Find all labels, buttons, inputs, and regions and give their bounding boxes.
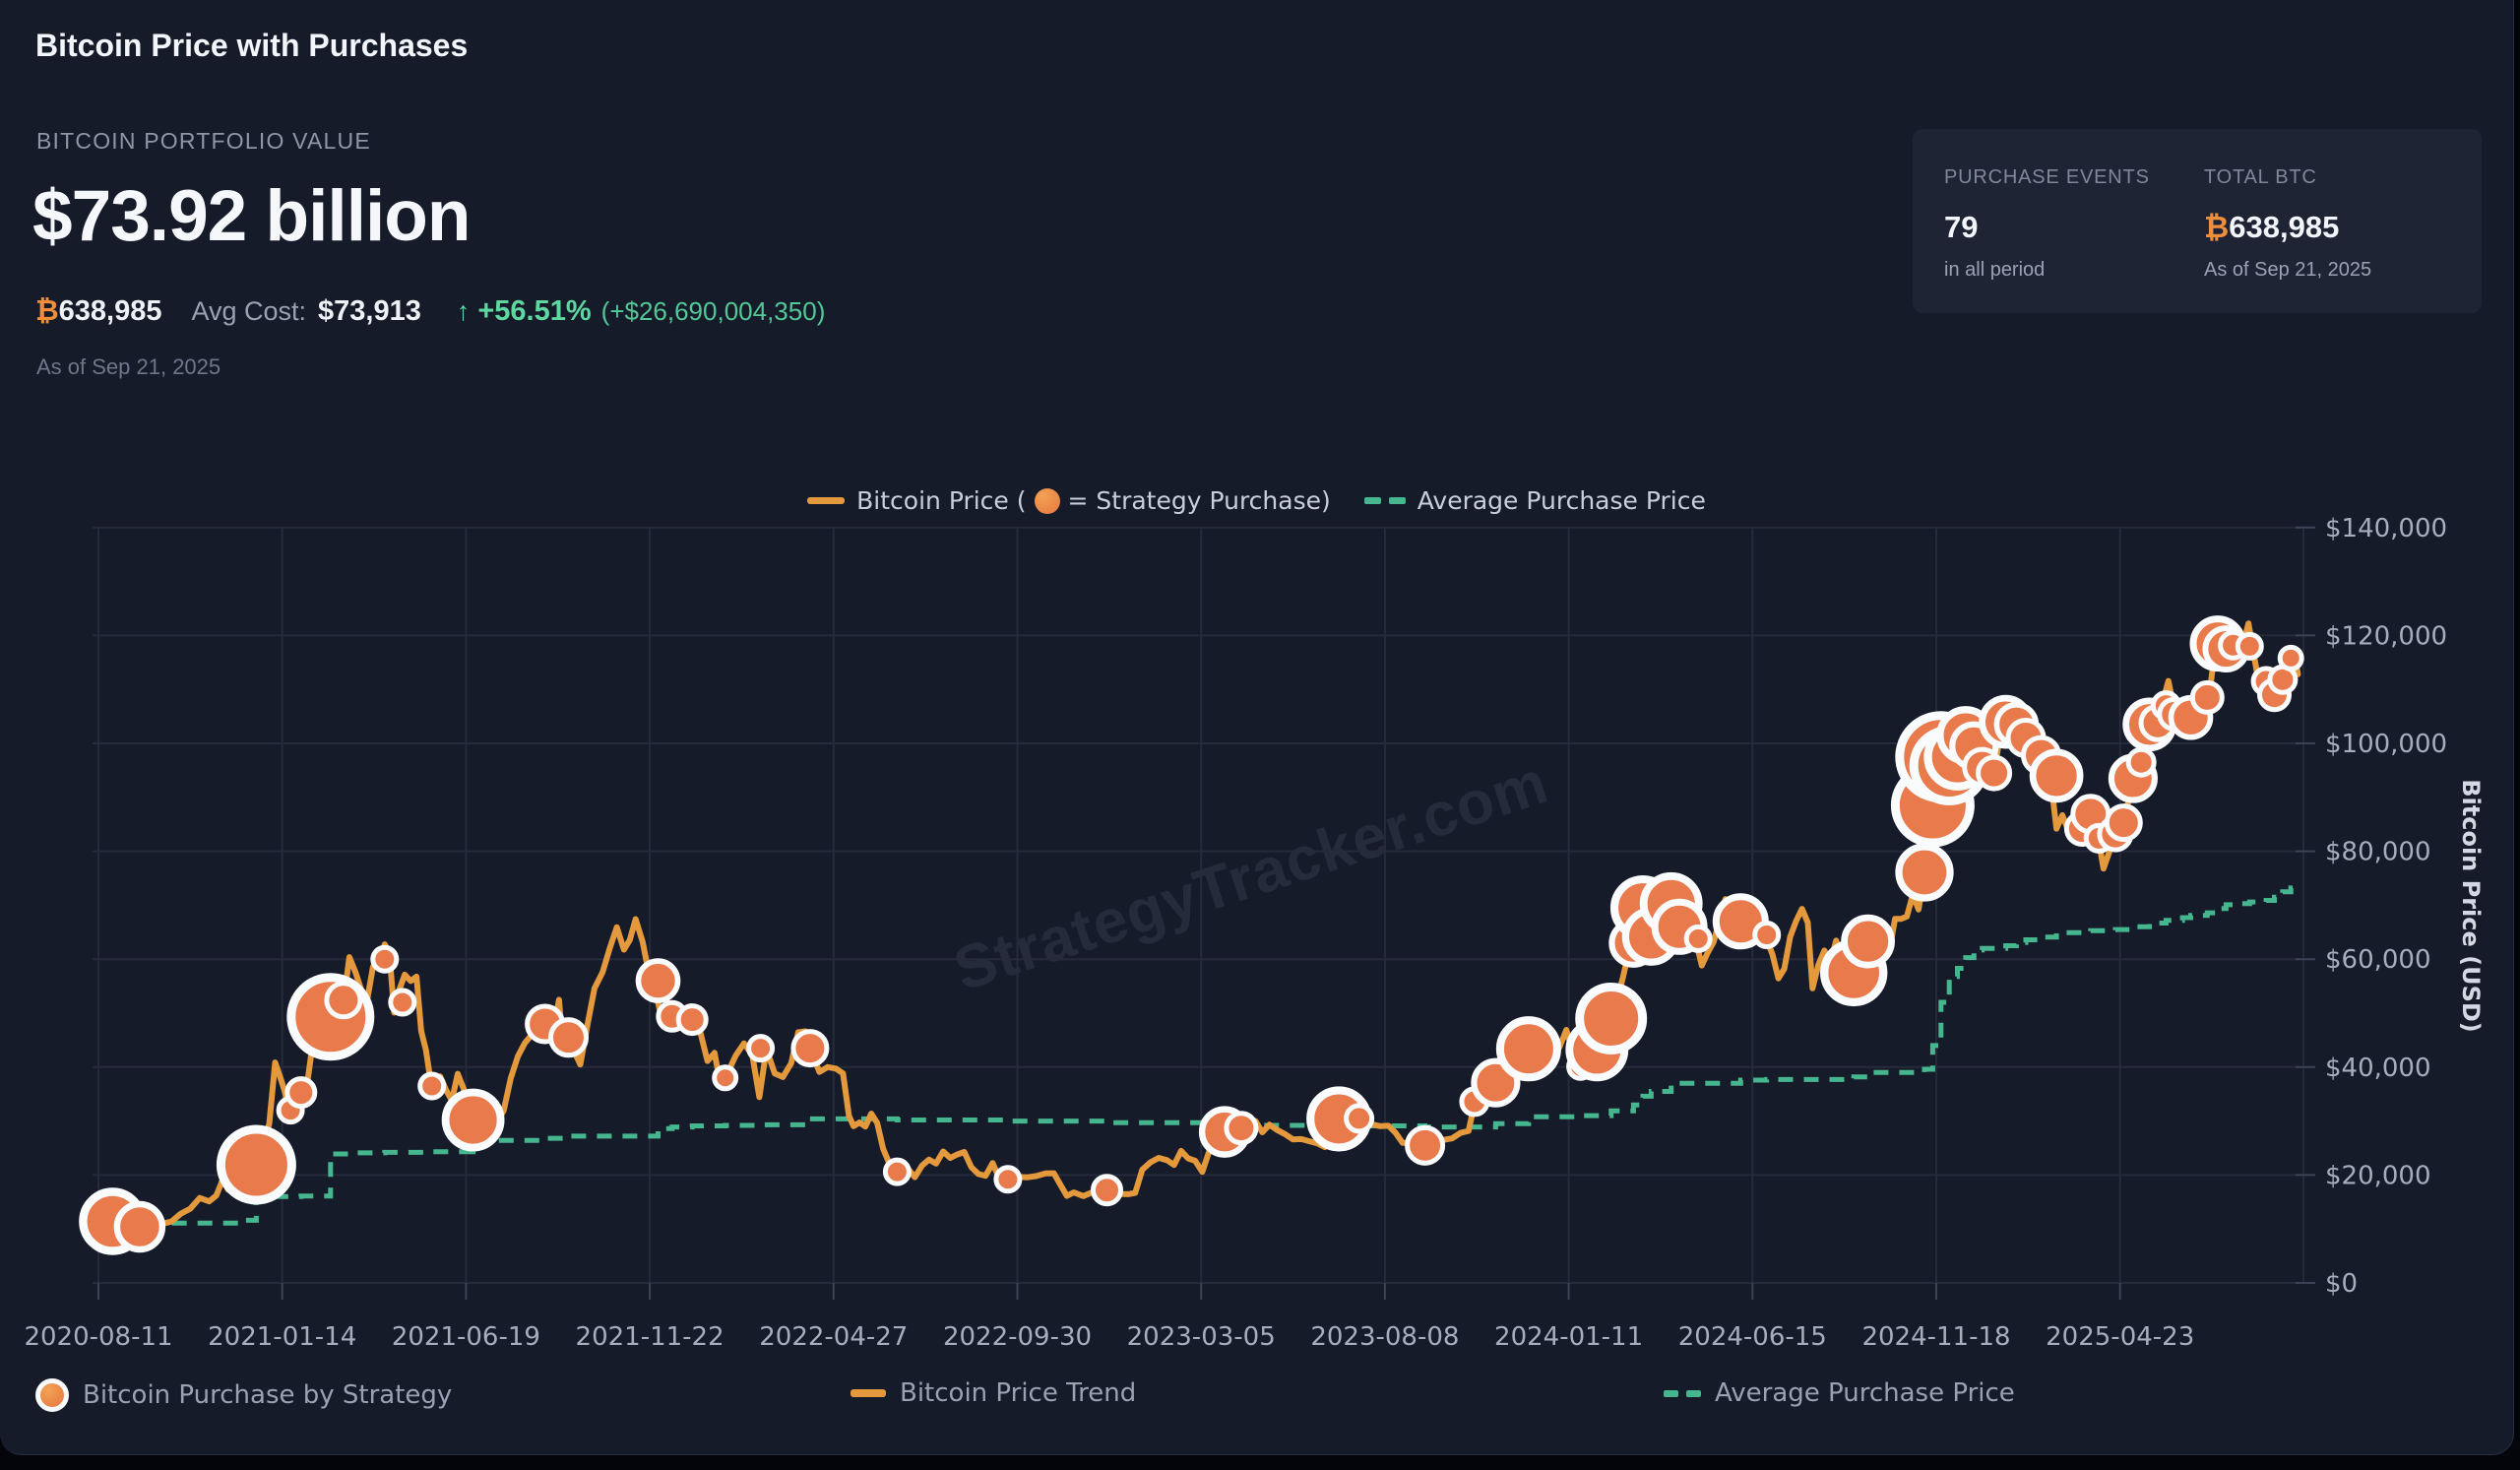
legend-avg-label: Average Purchase Price [1417,486,1706,515]
purchase-bubble [2125,746,2157,778]
purchase-bubble [1091,1174,1123,1207]
purchase-bubble [216,1124,296,1205]
y-tick-label: $40,000 [2325,1054,2431,1083]
y-tick-label: $20,000 [2325,1161,2431,1190]
total-btc-label: TOTAL BTC [2204,166,2317,188]
summary-panel: PURCHASE EVENTS TOTAL BTC 79 ₿638,985 in… [1913,129,2482,313]
page-title: Bitcoin Price with Purchases [35,28,469,63]
x-tick-label: 2025-04-23 [2046,1322,2194,1352]
y-tick-label: $140,000 [2325,514,2447,543]
btc-symbol-icon: ₿ [35,295,59,327]
avg-cost-label: Avg Cost: [191,296,307,326]
x-tick-label: 2023-08-08 [1310,1322,1459,1352]
x-tick-label: 2024-11-18 [1861,1322,2010,1352]
y-tick-label: $60,000 [2325,945,2431,975]
purchase-events-sub: in all period [1944,259,2046,281]
purchase-bubble [2235,631,2264,661]
purchase-bubble [1575,983,1648,1055]
purchase-bubble [675,1003,709,1037]
purchase-bubble [547,1017,590,1058]
legend-item-avg: Average Purchase Price [1664,1378,2015,1408]
portfolio-value-label: BITCOIN PORTFOLIO VALUE [36,128,371,154]
x-tick-label: 2022-04-27 [759,1322,908,1352]
btc-amount: 638,985 [58,295,162,327]
x-tick-label: 2024-01-11 [1494,1322,1643,1352]
y-tick-label: $0 [2325,1269,2358,1299]
legend-avg-label: Average Purchase Price [1715,1378,2015,1408]
chart-legend-top: Bitcoin Price ( = Strategy Purchase) Ave… [0,486,2513,515]
legend-price-pre: Bitcoin Price ( [856,486,1027,515]
x-tick-label: 2021-01-14 [208,1322,356,1352]
gain-absolute: (+$26,690,004,350) [600,296,826,326]
avg-line-swatch [1664,1389,1701,1397]
purchase-bubble [388,988,417,1017]
purchase-bubble [1752,921,1782,949]
purchase-bubble [1405,1124,1446,1166]
avg-price-line [98,881,2300,1226]
purchase-bubble [417,1071,447,1101]
purchase-bubble [2104,803,2143,843]
purchase-bubble [746,1034,776,1063]
purchase-bubble [1224,1111,1259,1146]
portfolio-value: $73.92 billion [32,176,471,256]
price-line-swatch [850,1389,886,1397]
purchase-events-label: PURCHASE EVENTS [1944,166,2150,188]
as-of-date: As of Sep 21, 2025 [36,354,221,379]
purchase-bubble [882,1157,912,1186]
up-arrow-icon: ↑ [456,296,471,326]
legend-item-purchases: Bitcoin Purchase by Strategy [35,1378,452,1412]
purchase-bubble [635,958,681,1003]
chart-legend-bottom: Bitcoin Purchase by Strategy Bitcoin Pri… [0,1378,2513,1422]
legend-price-post: = Strategy Purchase) [1067,486,1331,515]
purchase-marker-icon [35,1378,69,1412]
purchase-bubble [993,1165,1023,1194]
purchase-bubble [790,1029,830,1068]
x-tick-label: 2024-06-15 [1678,1322,1827,1352]
y-tick-label: $100,000 [2325,730,2447,759]
portfolio-stats-row: ₿ 638,985 Avg Cost: $73,913 ↑ +56.51% (+… [35,295,825,328]
legend-item-price: Bitcoin Price Trend [850,1378,1136,1408]
purchase-bubble [2189,679,2225,715]
purchase-bubble [370,944,400,974]
purchase-bubble [113,1200,166,1253]
avg-line-swatch [1363,497,1406,504]
legend-price-label: Bitcoin Price Trend [900,1378,1137,1408]
purchase-bubble [2277,644,2304,671]
purchase-bubble [1841,914,1895,969]
total-btc-number: 638,985 [2229,210,2340,244]
purchase-bubble [284,1076,318,1110]
y-axis-title: Bitcoin Price (USD) [2457,779,2485,1033]
purchase-bubble [441,1088,505,1152]
purchase-bubble [1344,1103,1375,1134]
purchase-bubble [1683,924,1713,953]
price-line-swatch [807,497,846,504]
purchase-events-value: 79 [1944,210,1979,244]
purchase-bubble [2029,748,2084,803]
purchase-bubble [1895,843,1954,902]
x-tick-label: 2023-03-05 [1127,1322,1276,1352]
y-tick-label: $120,000 [2325,621,2447,651]
x-tick-label: 2022-09-30 [943,1322,1092,1352]
purchase-bubble [1976,754,2013,792]
total-btc-sub: As of Sep 21, 2025 [2204,259,2372,281]
legend-purchase-label: Bitcoin Purchase by Strategy [83,1380,453,1410]
total-btc-value: ₿638,985 [2204,210,2339,245]
btc-symbol-icon: ₿ [2204,210,2230,244]
x-tick-label: 2021-06-19 [392,1322,540,1352]
x-tick-label: 2021-11-22 [576,1322,724,1352]
purchase-bubble [324,981,363,1020]
purchase-bubble [1495,1016,1561,1082]
purchase-marker-icon [1034,487,1060,514]
y-tick-label: $80,000 [2325,838,2431,867]
avg-cost-value: $73,913 [318,295,421,327]
x-tick-label: 2020-08-11 [24,1322,172,1352]
gain-percent: +56.51% [477,295,592,327]
purchase-bubble [712,1064,739,1092]
